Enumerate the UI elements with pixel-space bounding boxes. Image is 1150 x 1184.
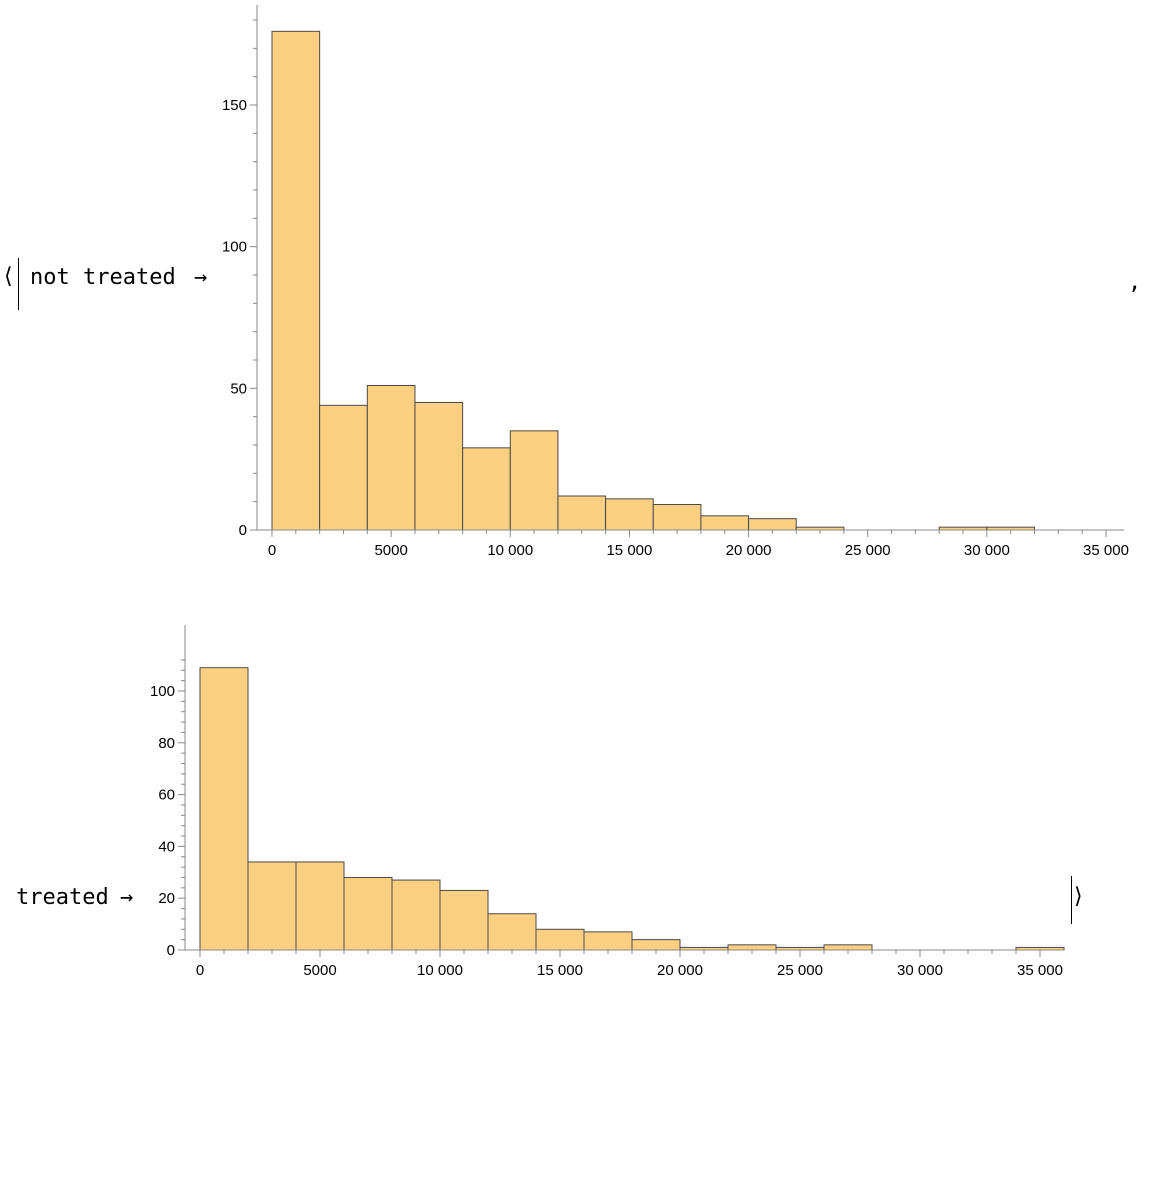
- not-treated-bar: [509, 430, 559, 531]
- treated-x-tick-label: 10 000: [417, 962, 463, 979]
- treated-x-tick-label: 20 000: [657, 962, 703, 979]
- not-treated-x-tick-label: 5000: [374, 542, 407, 559]
- treated-x-tick-label: 35 000: [1017, 962, 1063, 979]
- not-treated-x-tick-label: 35 000: [1083, 542, 1129, 559]
- key-label-not-treated: not treated: [30, 265, 176, 290]
- not-treated-x-tick-label: 20 000: [726, 542, 772, 559]
- treated-bar: [631, 939, 681, 951]
- not-treated-bar: [748, 518, 797, 531]
- not-treated-y-tick-label: 0: [239, 522, 247, 539]
- not-treated-y-tick-label: 100: [222, 239, 247, 256]
- not-treated-bar: [557, 495, 607, 531]
- treated-bar: [439, 889, 489, 951]
- close-angle-bracket: ⟩: [1074, 884, 1083, 909]
- treated-bar: [727, 944, 777, 951]
- treated-bar: [247, 861, 297, 951]
- treated-bar: [199, 667, 249, 951]
- not-treated-x-tick-label: 25 000: [845, 542, 891, 559]
- open-angle-bracket: ⟨: [4, 264, 13, 289]
- treated-y-tick-label: 80: [158, 735, 175, 752]
- not-treated-bar: [366, 385, 416, 531]
- not-treated-x-tick-label: 30 000: [964, 542, 1010, 559]
- cell-bracket-right: [1071, 876, 1072, 924]
- not-treated-bar: [652, 504, 702, 531]
- treated-y-tick-label: 20: [158, 890, 175, 907]
- not-treated-bar: [462, 447, 511, 531]
- treated-y-tick-label: 40: [158, 838, 175, 855]
- treated-bar: [343, 876, 393, 951]
- cell-bracket-left: [18, 258, 19, 310]
- treated-y-tick-label: 0: [167, 942, 175, 959]
- not-treated-x-tick-label: 15 000: [606, 542, 652, 559]
- arrow-treated: →: [120, 885, 134, 910]
- not-treated-x-tick-label: 10 000: [487, 542, 533, 559]
- arrow-not-treated: →: [194, 265, 208, 290]
- treated-y-tick-label: 60: [158, 787, 175, 804]
- key-label-treated: treated: [16, 885, 109, 910]
- treated-bar: [535, 928, 585, 951]
- not-treated-bar: [319, 404, 368, 531]
- not-treated-y-tick-label: 50: [230, 380, 247, 397]
- treated-bar: [487, 913, 537, 951]
- treated-bar: [823, 944, 873, 951]
- treated-bar: [391, 879, 441, 951]
- treated-x-tick-label: 30 000: [897, 962, 943, 979]
- treated-y-tick-label: 100: [150, 683, 175, 700]
- treated-bar: [583, 931, 633, 951]
- not-treated-bar: [414, 402, 464, 531]
- treated-x-tick-label: 15 000: [537, 962, 583, 979]
- not-treated-y-tick-label: 150: [222, 97, 247, 114]
- treated-x-tick-label: 5000: [303, 962, 336, 979]
- separator-comma: ,: [1128, 270, 1142, 295]
- not-treated-bar: [700, 515, 750, 531]
- not-treated-bar: [605, 498, 654, 531]
- treated-x-tick-label: 0: [196, 962, 204, 979]
- treated-x-tick-label: 25 000: [777, 962, 823, 979]
- not-treated-x-tick-label: 0: [268, 542, 276, 559]
- treated-bar: [295, 861, 345, 951]
- not-treated-bar: [271, 30, 321, 531]
